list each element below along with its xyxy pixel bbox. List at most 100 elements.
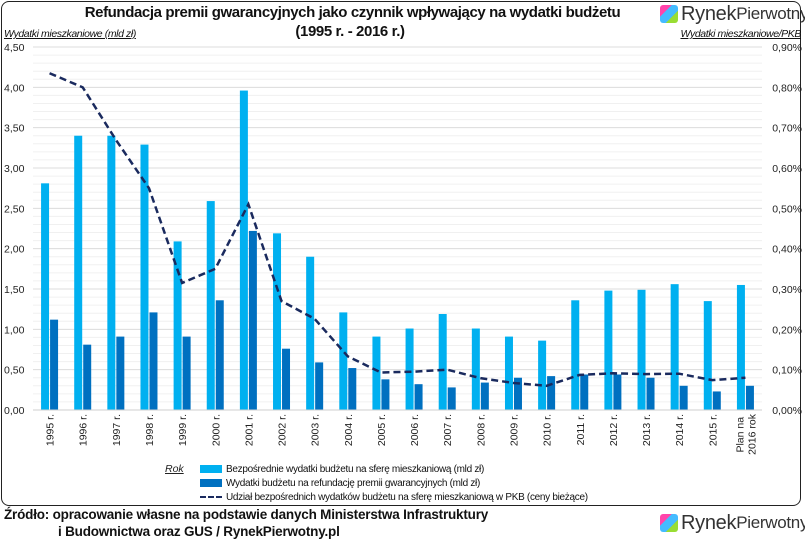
x-tick-label: 2014 r. [674, 414, 686, 446]
x-tick-label: 2002 r. [277, 414, 289, 446]
x-tick-label: 2012 r. [608, 414, 620, 446]
x-tick-label: 2008 r. [475, 414, 487, 446]
bar-guarantee-refund [83, 344, 92, 410]
y2-tick-label: 0,80% [772, 82, 802, 94]
x-tick-label: 2001 r. [243, 414, 255, 446]
y2-tick-label: 0,20% [772, 324, 802, 336]
x-tick-label: 1996 r. [78, 414, 90, 446]
bar-direct-expenditure [140, 144, 149, 410]
x-tick-label: 2015 r. [707, 414, 719, 446]
bar-guarantee-refund [50, 319, 59, 410]
x-tick-label: 2003 r. [310, 414, 322, 446]
bar-direct-expenditure [703, 301, 712, 410]
bar-guarantee-refund [182, 336, 191, 410]
chart-subtitle: (1995 r. - 2016 r.) [295, 23, 405, 40]
legend-swatch-light [200, 465, 222, 473]
chart-frame [1, 1, 801, 506]
bar-direct-expenditure [41, 183, 50, 410]
y-tick-label: 0,50 [4, 365, 25, 377]
legend-swatch-dashed-line [200, 496, 222, 498]
bar-direct-expenditure [173, 241, 182, 410]
x-tick-label: 2004 r. [343, 414, 355, 446]
logo-cube-icon [660, 5, 678, 23]
bar-direct-expenditure [74, 135, 83, 410]
bar-guarantee-refund [745, 385, 754, 410]
x-tick-label: 2000 r. [210, 414, 222, 446]
y-tick-label: 1,50 [4, 284, 25, 296]
bar-direct-expenditure [637, 289, 646, 410]
bar-direct-expenditure [239, 90, 248, 410]
bar-guarantee-refund [580, 374, 589, 410]
logo-word-2: Pierwotny [736, 513, 805, 532]
y2-tick-label: 0,90% [772, 42, 802, 54]
bar-guarantee-refund [679, 385, 688, 410]
y-tick-label: 2,00 [4, 244, 25, 256]
y2-tick-label: 0,60% [772, 163, 802, 175]
bar-direct-expenditure [538, 340, 547, 410]
y2-tick-label: 0,70% [772, 123, 802, 135]
y2-tick-label: 0,10% [772, 365, 802, 377]
bar-guarantee-refund [414, 384, 423, 410]
bar-guarantee-refund [116, 336, 125, 410]
bar-guarantee-refund [149, 312, 158, 410]
bar-guarantee-refund [381, 379, 390, 410]
y-tick-label: 1,00 [4, 324, 25, 336]
x-tick-label: 2006 r. [409, 414, 421, 446]
bar-direct-expenditure [504, 336, 513, 410]
legend-swatch-dark [200, 479, 222, 487]
bar-direct-expenditure [339, 312, 348, 410]
bar-direct-expenditure [306, 256, 315, 410]
bar-direct-expenditure [206, 201, 215, 410]
bar-direct-expenditure [670, 284, 679, 410]
bar-guarantee-refund [447, 387, 456, 410]
y-tick-label: 4,00 [4, 82, 25, 94]
legend-label: Udział bezpośrednich wydatków budżetu na… [226, 491, 588, 503]
legend-item-refund: Wydatki budżetu na refundację premii gwa… [200, 476, 588, 490]
x-tick-label: 1997 r. [111, 414, 123, 446]
bar-guarantee-refund [315, 362, 324, 410]
y-tick-label: 0,00 [4, 405, 25, 417]
x-tick-label: 2013 r. [641, 414, 653, 446]
bar-direct-expenditure [273, 233, 282, 410]
source-line-1: Źródło: opracowanie własne na podstawie … [4, 507, 489, 522]
y-tick-label: 2,50 [4, 203, 25, 215]
right-axis-title: Wydatki mieszkaniowe/PKB [680, 28, 801, 40]
bar-guarantee-refund [348, 368, 357, 410]
x-axis-title: Rok [165, 463, 184, 475]
y2-tick-label: 0,40% [772, 244, 802, 256]
bar-guarantee-refund [646, 377, 655, 410]
legend: Bezpośrednie wydatki budżetu na sferę mi… [200, 462, 588, 504]
line-gdp-share [49, 72, 746, 388]
bar-guarantee-refund [215, 300, 224, 410]
bar-direct-expenditure [405, 328, 414, 410]
bar-direct-expenditure [604, 290, 613, 410]
legend-label: Bezpośrednie wydatki budżetu na sferę mi… [226, 463, 484, 475]
logo-top: Rynek Pierwotny [660, 3, 805, 25]
bar-direct-expenditure [372, 336, 381, 410]
bar-direct-expenditure [107, 135, 116, 410]
y2-tick-label: 0,30% [772, 284, 802, 296]
source-note: Źródło: opracowanie własne na podstawie … [4, 507, 488, 540]
logo-word-1: Rynek [681, 512, 737, 534]
y2-tick-label: 0,00% [772, 405, 802, 417]
x-tick-label: 2010 r. [542, 414, 554, 446]
logo-bottom: Rynek Pierwotny [660, 512, 805, 534]
x-tick-label: 2005 r. [376, 414, 388, 446]
chart-title: Refundacja premii gwarancyjnych jako czy… [84, 4, 621, 21]
bar-guarantee-refund [248, 230, 257, 410]
logo-cube-icon [660, 514, 678, 532]
bar-guarantee-refund [282, 348, 291, 410]
bar-direct-expenditure [471, 328, 480, 410]
y2-tick-label: 0,50% [772, 203, 802, 215]
x-tick-label: 1995 r. [45, 414, 57, 446]
left-axis-title: Wydatki mieszkaniowe (mld zł) [4, 28, 136, 40]
x-tick-label: 2011 r. [575, 414, 587, 445]
bar-guarantee-refund [480, 382, 489, 410]
x-tick-label: 1999 r. [177, 414, 189, 446]
y-tick-label: 3,00 [4, 163, 25, 175]
source-line-2: i Budownictwa oraz GUS / RynekPierwotny.… [58, 523, 340, 539]
y-tick-label: 3,50 [4, 123, 25, 135]
x-tick-label: 1998 r. [144, 414, 156, 446]
bar-guarantee-refund [547, 376, 556, 410]
